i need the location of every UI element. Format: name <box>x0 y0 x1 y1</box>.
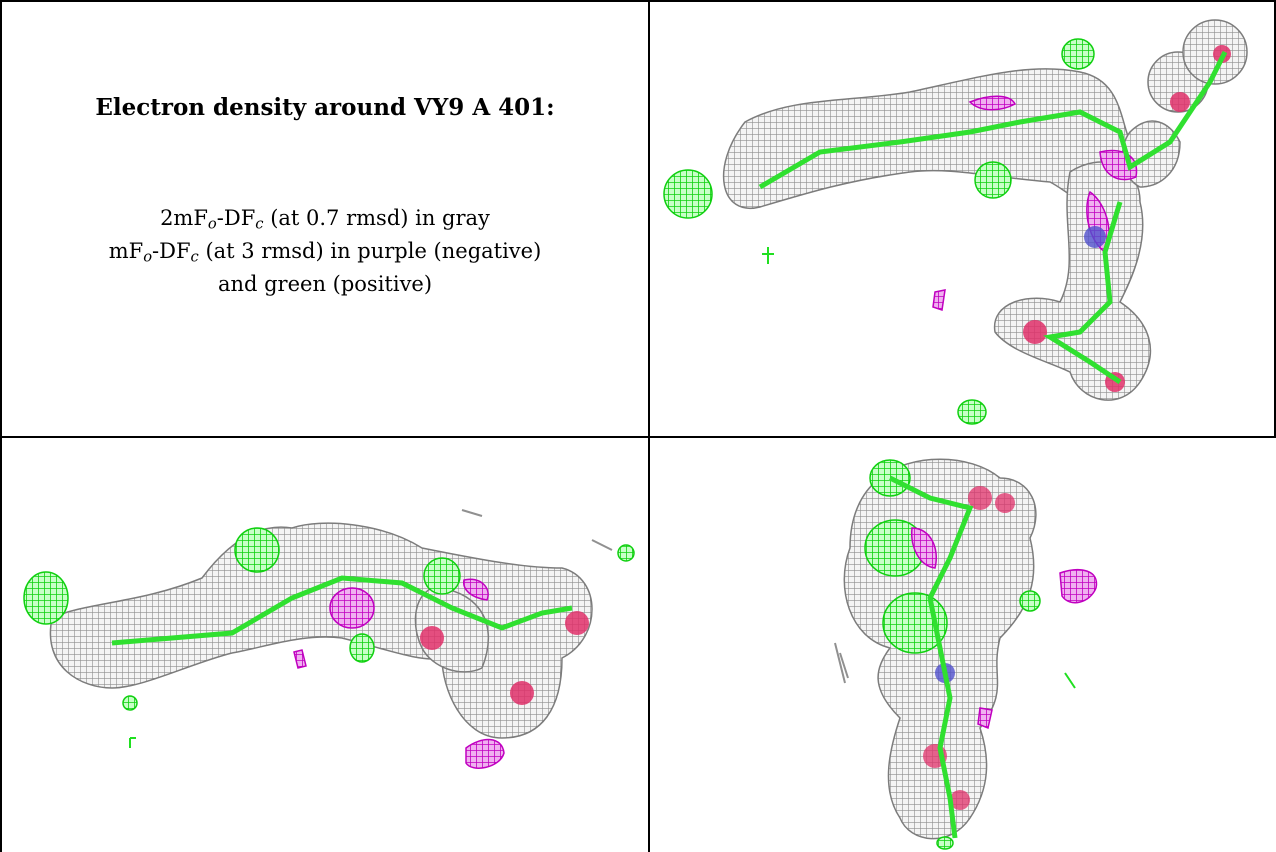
small-green-fragment <box>129 737 136 748</box>
density-view-bottom-right <box>650 438 1276 852</box>
density-view-top-right <box>650 2 1274 436</box>
table-border-top <box>0 0 1276 2</box>
oxygen-atoms <box>1023 45 1231 392</box>
ligand-bonds <box>888 475 974 839</box>
nitrogen-atoms <box>1084 226 1106 248</box>
negative-density-blobs <box>293 578 505 769</box>
caption-title: Electron density around VY9 A 401: <box>95 94 555 121</box>
table-divider-vertical <box>648 0 650 852</box>
ligand-bonds <box>758 50 1228 190</box>
table-border-right <box>1274 0 1276 436</box>
caption-legend: 2mFo-DFc (at 0.7 rmsd) in gray mFo-DFc (… <box>2 202 648 301</box>
density-map-image <box>834 458 1098 850</box>
caption-cell: Electron density around VY9 A 401: 2mFo-… <box>2 2 648 436</box>
oxygen-atoms <box>420 611 589 705</box>
positive-density-blobs <box>663 38 1095 425</box>
table-border-left <box>0 0 2 852</box>
positive-density-blobs <box>23 527 635 711</box>
density-map-image <box>663 19 1248 425</box>
ligand-bonds <box>111 575 573 646</box>
small-grey-fragments <box>461 509 613 551</box>
density-map-image <box>23 509 635 769</box>
small-green-fragment <box>762 247 774 264</box>
legend-line-fo-fc: mFo-DFc (at 3 rmsd) in purple (negative) <box>108 239 542 266</box>
negative-density-blobs <box>911 527 1098 730</box>
small-green-fragment <box>1064 672 1076 689</box>
legend-line-colors: and green (positive) <box>217 272 433 296</box>
table-divider-horizontal <box>0 436 1276 438</box>
gray-mesh <box>722 19 1248 401</box>
ligand-bonds-2 <box>1043 201 1123 385</box>
density-view-bottom-left <box>2 438 648 852</box>
legend-line-2fo-fc: 2mFo-DFc (at 0.7 rmsd) in gray <box>160 206 490 233</box>
small-grey-fragments <box>834 642 849 684</box>
